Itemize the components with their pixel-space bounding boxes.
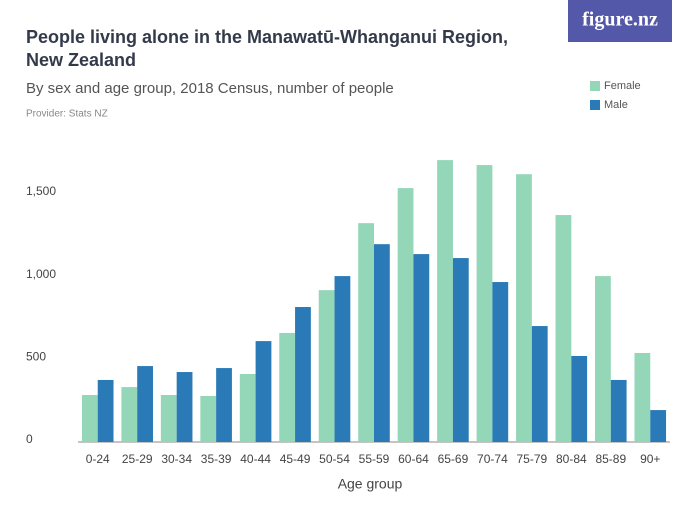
bar (571, 355, 588, 442)
y-tick-label: 0 (26, 432, 33, 446)
chart-title: New Zealand (26, 50, 136, 70)
bar (634, 353, 651, 442)
bar (255, 341, 272, 442)
bar (200, 396, 217, 442)
logo-box (568, 0, 672, 42)
bar (239, 374, 256, 442)
x-tick-label: 25-29 (122, 452, 153, 466)
bar (176, 372, 193, 442)
bar (492, 282, 509, 442)
x-tick-label: 80-84 (556, 452, 587, 466)
x-tick-label: 90+ (640, 452, 660, 466)
bar (295, 307, 311, 442)
y-tick-label: 500 (26, 349, 46, 363)
x-axis-label: Age group (338, 476, 403, 492)
x-tick-label: 65-69 (438, 452, 469, 466)
bar (555, 215, 572, 442)
bar (160, 395, 177, 442)
bar (374, 244, 390, 442)
x-tick-label: 50-54 (319, 452, 350, 466)
bar (650, 410, 667, 442)
x-tick-label: 40-44 (240, 452, 271, 466)
x-tick-label: 0-24 (86, 452, 110, 466)
bar (476, 165, 493, 442)
y-tick-label: 1,000 (26, 267, 56, 281)
bar (452, 258, 469, 442)
x-tick-label: 55-59 (359, 452, 390, 466)
x-tick-label: 45-49 (280, 452, 311, 466)
provider: Provider: Stats NZ (26, 109, 108, 120)
legend-label: Female (604, 80, 641, 92)
bar (358, 223, 374, 442)
bar (413, 254, 430, 442)
x-tick-label: 85-89 (595, 452, 626, 466)
bar (516, 174, 532, 442)
bar (318, 290, 335, 442)
y-tick-label: 1,500 (26, 184, 56, 198)
x-tick-label: 60-64 (398, 452, 429, 466)
bar (279, 332, 296, 442)
bar (121, 387, 138, 442)
bar (334, 276, 351, 442)
bar (137, 366, 153, 442)
bar (216, 368, 232, 442)
bar (595, 276, 611, 442)
legend-label: Male (604, 99, 628, 111)
bar (437, 160, 453, 442)
x-tick-label: 75-79 (517, 452, 548, 466)
legend-swatch (590, 81, 600, 91)
bar (97, 379, 114, 442)
subtitle: By sex and age group, 2018 Census, numbe… (26, 80, 394, 97)
bar (531, 326, 548, 442)
x-tick-label: 35-39 (201, 452, 232, 466)
x-tick-label: 30-34 (161, 452, 192, 466)
x-tick-label: 70-74 (477, 452, 508, 466)
bar (81, 395, 98, 442)
legend-swatch (590, 100, 600, 110)
bar (397, 188, 414, 442)
logo[interactable]: figure.nz (582, 9, 658, 31)
chart-title: People living alone in the Manawatū-Whan… (26, 27, 508, 47)
bar (610, 379, 627, 442)
